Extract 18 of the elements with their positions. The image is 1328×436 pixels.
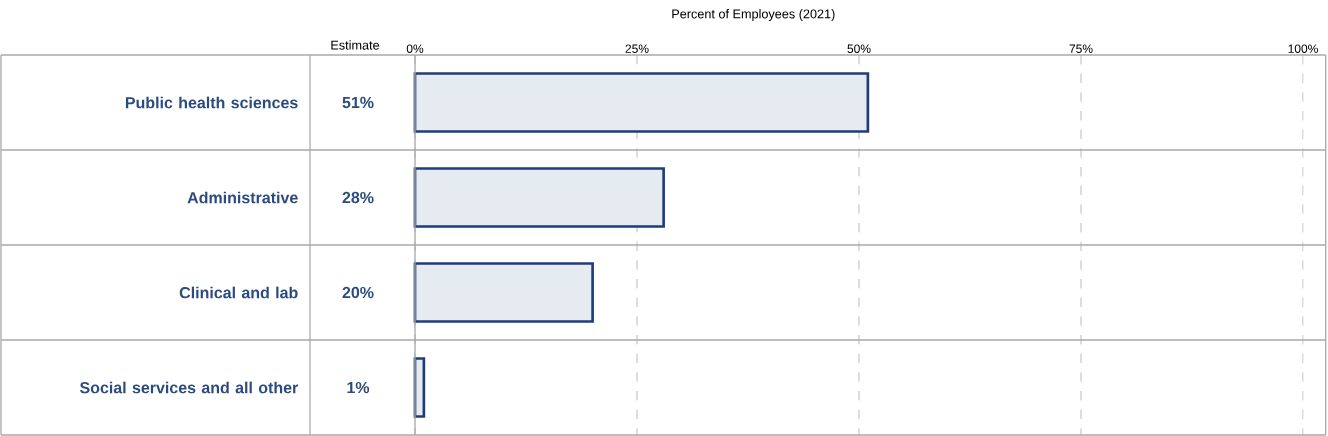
- data-label: 28%: [342, 191, 374, 204]
- x-tick-label: 50%: [847, 44, 871, 53]
- text: Estimate: [331, 40, 380, 50]
- y-tick-label: Administrative: [187, 191, 298, 204]
- x-tick-label: 25%: [625, 44, 649, 53]
- y-tick-label: Social services and all other: [79, 381, 299, 394]
- data-label: 20%: [342, 286, 374, 299]
- x-tick-label: 75%: [1069, 44, 1093, 53]
- bar: [413, 167, 665, 228]
- x-tick-label: 0%: [406, 44, 424, 53]
- data-label: 1%: [347, 381, 370, 394]
- bar: [413, 262, 594, 323]
- y-tick-label: Clinical and lab: [179, 286, 298, 299]
- x-axis-title: Percent of Employees (2021): [672, 9, 835, 21]
- x-tick-label: 100%: [1288, 44, 1318, 53]
- bar: [413, 72, 870, 133]
- data-label: 51%: [342, 96, 374, 109]
- y-tick-label: Public health sciences: [125, 96, 298, 109]
